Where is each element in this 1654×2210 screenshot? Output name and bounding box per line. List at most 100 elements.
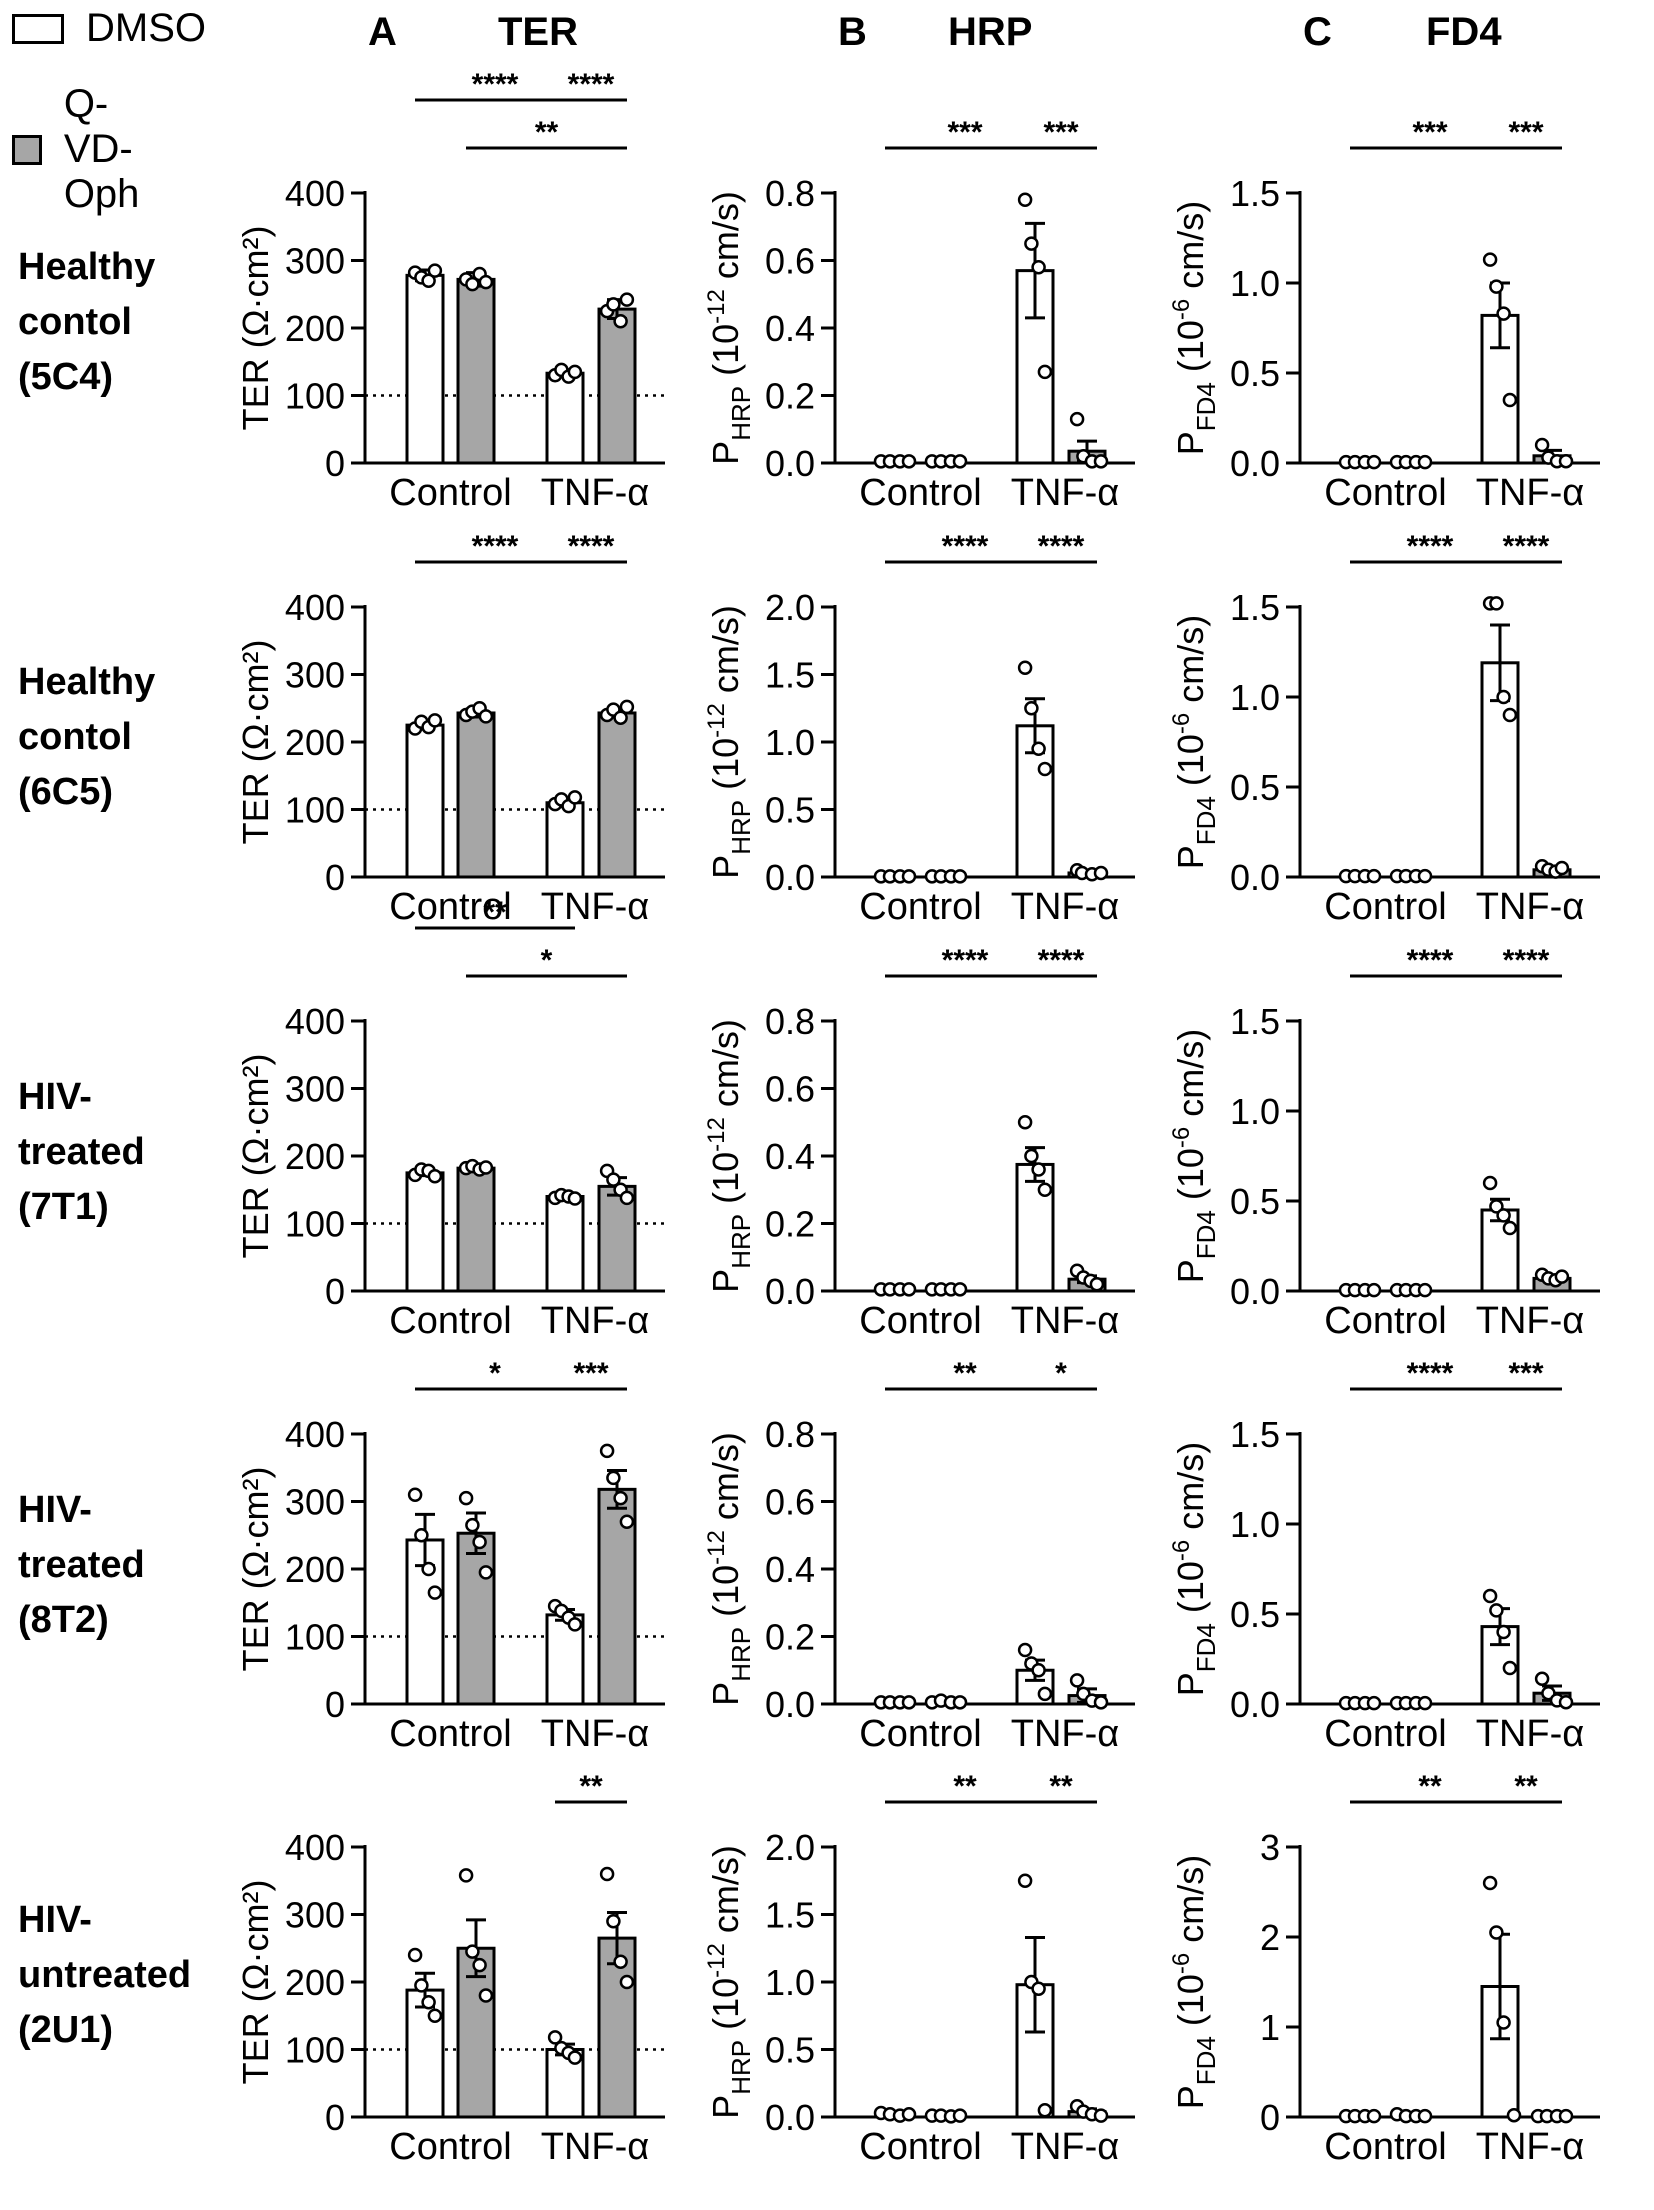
data-point: [1534, 1671, 1550, 1687]
data-point: [1017, 192, 1033, 207]
data-point: [465, 276, 480, 292]
y-axis-label-part: HRP: [726, 1627, 756, 1682]
y-axis-label: TER (Ω·cm²): [235, 1054, 276, 1259]
x-category-label: Control: [389, 1300, 512, 1342]
data-point: [472, 1957, 487, 1973]
data-point: [458, 1868, 474, 1883]
y-axis-label-part: cm/s): [1170, 201, 1211, 299]
data-point: [478, 1160, 494, 1175]
data-point: [613, 1954, 628, 1969]
x-category-label: Control: [859, 2126, 982, 2168]
chart-ter-2u1: 0 100 200 300 400 Control TNF-α TER (Ω·cm²) **: [235, 1770, 665, 2168]
chart-fd4-5c4: 0.0 0.5 1.0 1.5 Control TNF-α PFD4 (10-6 cm/s)…: [1168, 116, 1600, 514]
data-point: [606, 1172, 621, 1187]
x-category-label: TNF-α: [1476, 2126, 1585, 2168]
y-axis-label: PHRP (10-12 cm/s): [703, 191, 756, 465]
data-point: [1502, 392, 1518, 408]
legend-item-dmso: DMSO: [12, 6, 206, 51]
y-axis-label-part: (10: [705, 738, 746, 800]
y-tick-label: 1.0: [1230, 1504, 1280, 1545]
significance-label: ****: [568, 68, 615, 101]
bar-dmso: [1480, 1985, 1520, 2119]
data-point: [1031, 1663, 1046, 1678]
chart-fd4-6c5: 0.0 0.5 1.0 1.5 Control TNF-α PFD4 (10-6 cm/s)…: [1168, 530, 1600, 928]
data-point: [478, 274, 494, 290]
data-point: [952, 869, 968, 884]
y-tick-label: 300: [285, 1069, 345, 1110]
data-point: [1558, 1694, 1574, 1710]
significance-label: ****: [1503, 944, 1550, 977]
y-tick-label: 0.4: [765, 308, 815, 349]
y-tick-label: 0.0: [1230, 1684, 1280, 1725]
data-point: [407, 1487, 423, 1502]
y-axis-label: TER (Ω·cm²): [235, 640, 276, 845]
row-label: Healthy contol (5C4): [18, 240, 155, 405]
data-point: [599, 1866, 615, 1882]
y-tick-label: 400: [285, 1827, 345, 1868]
data-point: [901, 454, 917, 469]
y-axis-label: PFD4 (10-6 cm/s): [1168, 201, 1221, 456]
data-point: [478, 709, 494, 724]
data-point: [567, 790, 583, 805]
data-point: [619, 1514, 635, 1529]
y-tick-label: 0: [325, 2097, 345, 2138]
significance-label: ****: [472, 530, 519, 563]
row-label-line: treated: [18, 1544, 145, 1586]
panel-b-letter: B: [838, 10, 867, 54]
y-tick-label: 1.5: [765, 655, 815, 696]
y-axis-label-part: P: [705, 855, 746, 879]
y-axis-label-part: cm/s): [1170, 1442, 1211, 1540]
data-point: [1366, 2108, 1382, 2124]
bar-dmso: [405, 273, 445, 465]
y-tick-label: 1.5: [1230, 1001, 1280, 1042]
y-axis-label-part: cm/s): [1170, 1855, 1211, 1953]
data-point: [1017, 1873, 1033, 1888]
y-axis-label-part: -6: [1168, 299, 1195, 320]
y-tick-label: 0.0: [765, 857, 815, 898]
data-point: [1024, 1148, 1039, 1164]
x-category-label: Control: [389, 472, 512, 514]
data-point: [1489, 1199, 1504, 1214]
y-axis-label-part: P: [1170, 431, 1211, 455]
data-point: [619, 292, 635, 307]
row-label-line: HIV-: [18, 1489, 92, 1531]
data-point: [1554, 860, 1570, 876]
data-point: [1496, 1624, 1511, 1640]
data-point: [1417, 454, 1433, 470]
row-label-line: (5C4): [18, 356, 114, 398]
y-tick-label: 1.0: [1230, 263, 1280, 304]
y-axis-label-part: (10: [705, 1978, 746, 2040]
y-axis-label-part: -12: [703, 703, 730, 738]
x-category-label: TNF-α: [541, 886, 650, 928]
y-axis-label-part: P: [1170, 1672, 1211, 1696]
x-category-label: Control: [389, 1713, 512, 1755]
y-tick-label: 300: [285, 1895, 345, 1936]
data-point: [427, 1585, 443, 1600]
significance-label: ****: [942, 530, 989, 563]
y-tick-label: 100: [285, 790, 345, 831]
y-axis-label: TER (Ω·cm²): [235, 1467, 276, 1672]
data-point: [599, 1443, 615, 1459]
x-category-label: Control: [389, 2126, 512, 2168]
data-point: [1489, 596, 1504, 611]
x-category-label: TNF-α: [1476, 1300, 1585, 1342]
y-tick-label: 0.0: [765, 2097, 815, 2138]
data-point: [1069, 411, 1085, 427]
data-point: [414, 1528, 429, 1543]
y-axis-label-part: (10: [705, 1565, 746, 1627]
data-point: [1093, 454, 1109, 469]
y-tick-label: 0.5: [765, 790, 815, 831]
y-tick-label: 0.5: [1230, 1594, 1280, 1635]
y-tick-label: 0.6: [765, 1069, 815, 1110]
y-tick-label: 0.5: [1230, 353, 1280, 394]
row-label: HIV-treated (7T1): [18, 1070, 145, 1235]
data-point: [478, 1988, 494, 2003]
significance-label: ***: [1508, 1357, 1543, 1390]
y-axis-label: TER (Ω·cm²): [235, 1880, 276, 2085]
data-point: [1482, 1175, 1498, 1191]
y-axis-label-part: -12: [703, 1530, 730, 1565]
legend-item-qvd: Q-VD-Oph: [12, 82, 162, 217]
chart-hrp-8t2: 0.0 0.2 0.4 0.6 0.8 Control TNF-α PHRP (10-12 c…: [703, 1357, 1135, 1755]
data-point: [1502, 707, 1518, 723]
